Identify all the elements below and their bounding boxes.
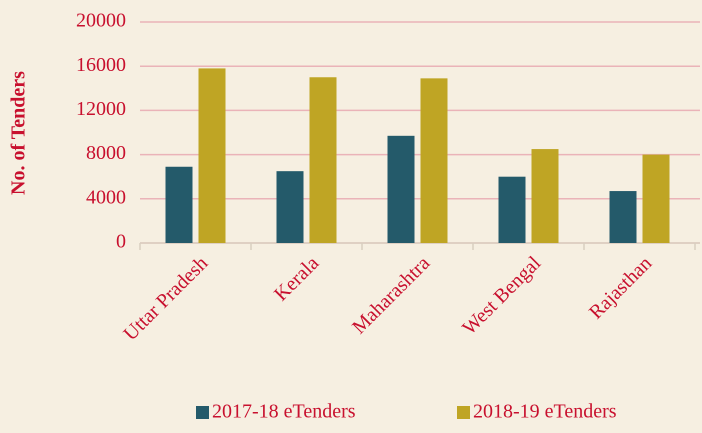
y-tick-label: 16000 (76, 54, 126, 76)
legend-label: 2017-18 eTenders (212, 401, 356, 423)
y-tick-label: 20000 (76, 10, 126, 32)
x-tick-label: Kerala (270, 252, 323, 305)
bar (276, 171, 304, 243)
y-axis-label: No. of Tenders (8, 71, 30, 195)
bar (498, 176, 526, 243)
x-tick-label: Maharashtra (348, 252, 434, 338)
bar (198, 68, 226, 243)
legend-swatch (196, 406, 209, 419)
legend-label: 2018-19 eTenders (473, 401, 617, 423)
bar (609, 191, 637, 243)
bar (420, 78, 448, 243)
bar (309, 77, 337, 243)
bar (531, 149, 559, 243)
x-tick-label: West Bengal (458, 252, 545, 339)
bar (642, 154, 670, 243)
y-tick-label: 0 (116, 231, 126, 253)
bar (387, 135, 415, 243)
y-tick-label: 8000 (86, 142, 126, 164)
y-tick-label: 12000 (76, 98, 126, 120)
x-tick-label: Uttar Pradesh (119, 252, 212, 345)
y-tick-label: 4000 (86, 186, 126, 208)
bar (165, 166, 193, 243)
x-tick-label: Rajasthan (585, 252, 656, 323)
legend-swatch (457, 406, 470, 419)
